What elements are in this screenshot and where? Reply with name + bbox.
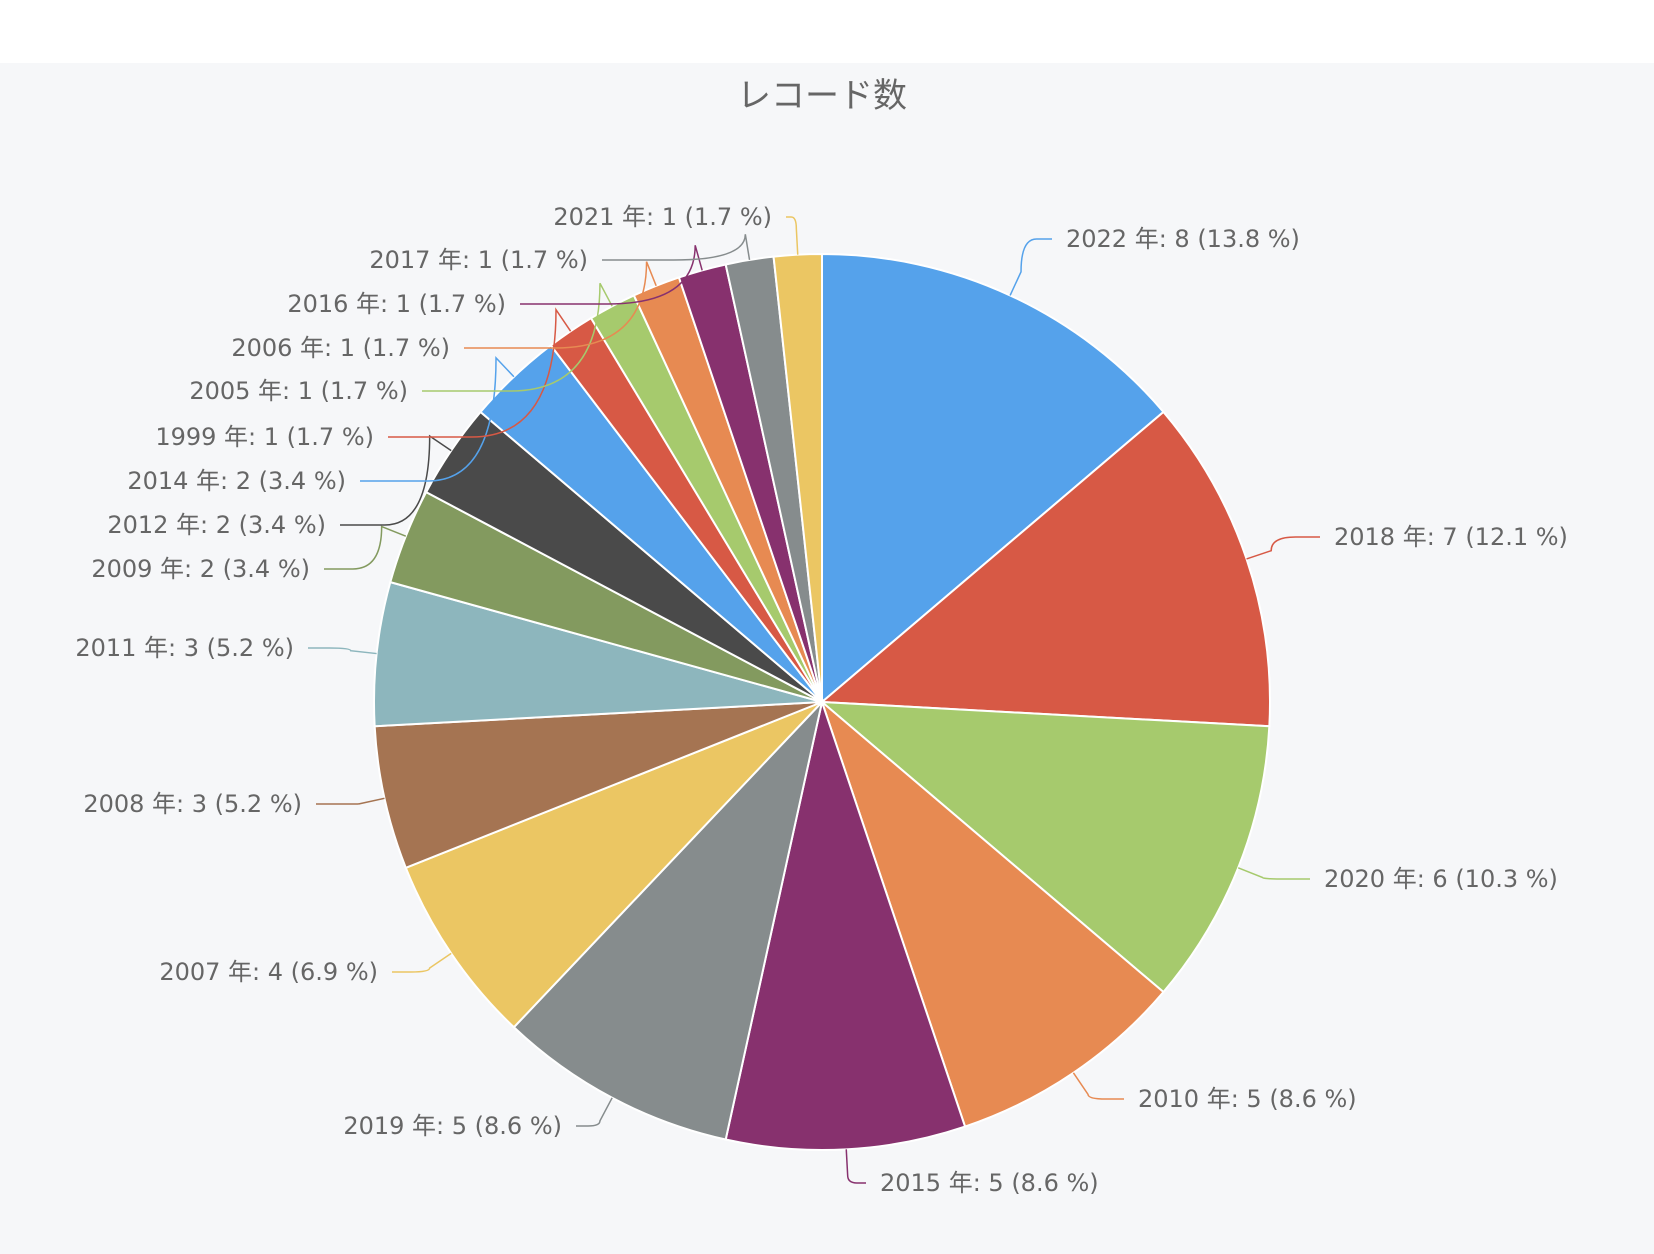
slice-label: 2011 年: 3 (5.2 %): [75, 634, 294, 662]
leader-line: [316, 797, 385, 805]
slice-label: 2012 年: 2 (3.4 %): [107, 511, 326, 539]
leader-line: [422, 282, 613, 392]
slice-label: 2007 年: 4 (6.9 %): [159, 958, 378, 986]
leader-line: [392, 952, 452, 973]
chart-title: レコード数: [737, 76, 907, 116]
leader-line: [360, 355, 515, 482]
slice-label: 2020 年: 6 (10.3 %): [1324, 865, 1558, 893]
slice-label: 2015 年: 5 (8.6 %): [880, 1169, 1099, 1197]
leader-line: [1072, 1072, 1124, 1100]
leader-line: [602, 234, 751, 261]
pie-slice-2018[interactable]: [819, 410, 1271, 728]
slice-label: 2010 年: 5 (8.6 %): [1138, 1085, 1357, 1113]
leader-line: [388, 307, 572, 438]
leader-line: [576, 1097, 613, 1127]
leader-line: [308, 647, 377, 655]
leaders-layer: [308, 216, 1320, 1184]
slice-label: 2016 年: 1 (1.7 %): [287, 290, 506, 318]
pie-slice-2011[interactable]: [373, 580, 823, 728]
slice-label: 2022 年: 8 (13.8 %): [1066, 225, 1300, 253]
leader-line: [520, 245, 703, 305]
labels-layer: 2022 年: 8 (13.8 %) 2018 年: 7 (12.1 %) 2020…: [75, 203, 1568, 1197]
leader-line: [786, 216, 799, 255]
slice-label: 2017 年: 1 (1.7 %): [369, 246, 588, 274]
slice-label: 2005 年: 1 (1.7 %): [189, 377, 408, 405]
slices-layer: [373, 252, 1271, 1151]
leader-line: [845, 1149, 866, 1184]
slice-label: 1999 年: 1 (1.7 %): [155, 423, 374, 451]
slice-label: 2009 年: 2 (3.4 %): [91, 555, 310, 583]
slice-label: 2014 年: 2 (3.4 %): [127, 467, 346, 495]
slice-label: 2018 年: 7 (12.1 %): [1334, 523, 1568, 551]
leader-line: [324, 525, 407, 570]
slice-label: 2006 年: 1 (1.7 %): [231, 334, 450, 362]
leader-line: [1246, 536, 1320, 560]
leader-line: [340, 434, 452, 526]
pie-chart: レコード数 2022 年: 8 (13.8 %) 2018 年: 7 (12.1 …: [75, 76, 1568, 1197]
pie-slice-2020[interactable]: [819, 700, 1271, 994]
chart-panel: レコード数 2022 年: 8 (13.8 %) 2018 年: 7 (12.1 …: [0, 63, 1654, 1254]
pie-slice-2022[interactable]: [821, 252, 1165, 705]
slice-label: 2008 年: 3 (5.2 %): [83, 790, 302, 818]
slice-label: 2019 年: 5 (8.6 %): [343, 1112, 562, 1140]
pie-slice-2008[interactable]: [373, 701, 823, 870]
leader-line: [464, 261, 657, 349]
slice-label: 2021 年: 1 (1.7 %): [553, 203, 772, 231]
leader-line: [1009, 238, 1052, 296]
leader-line: [1237, 867, 1310, 880]
